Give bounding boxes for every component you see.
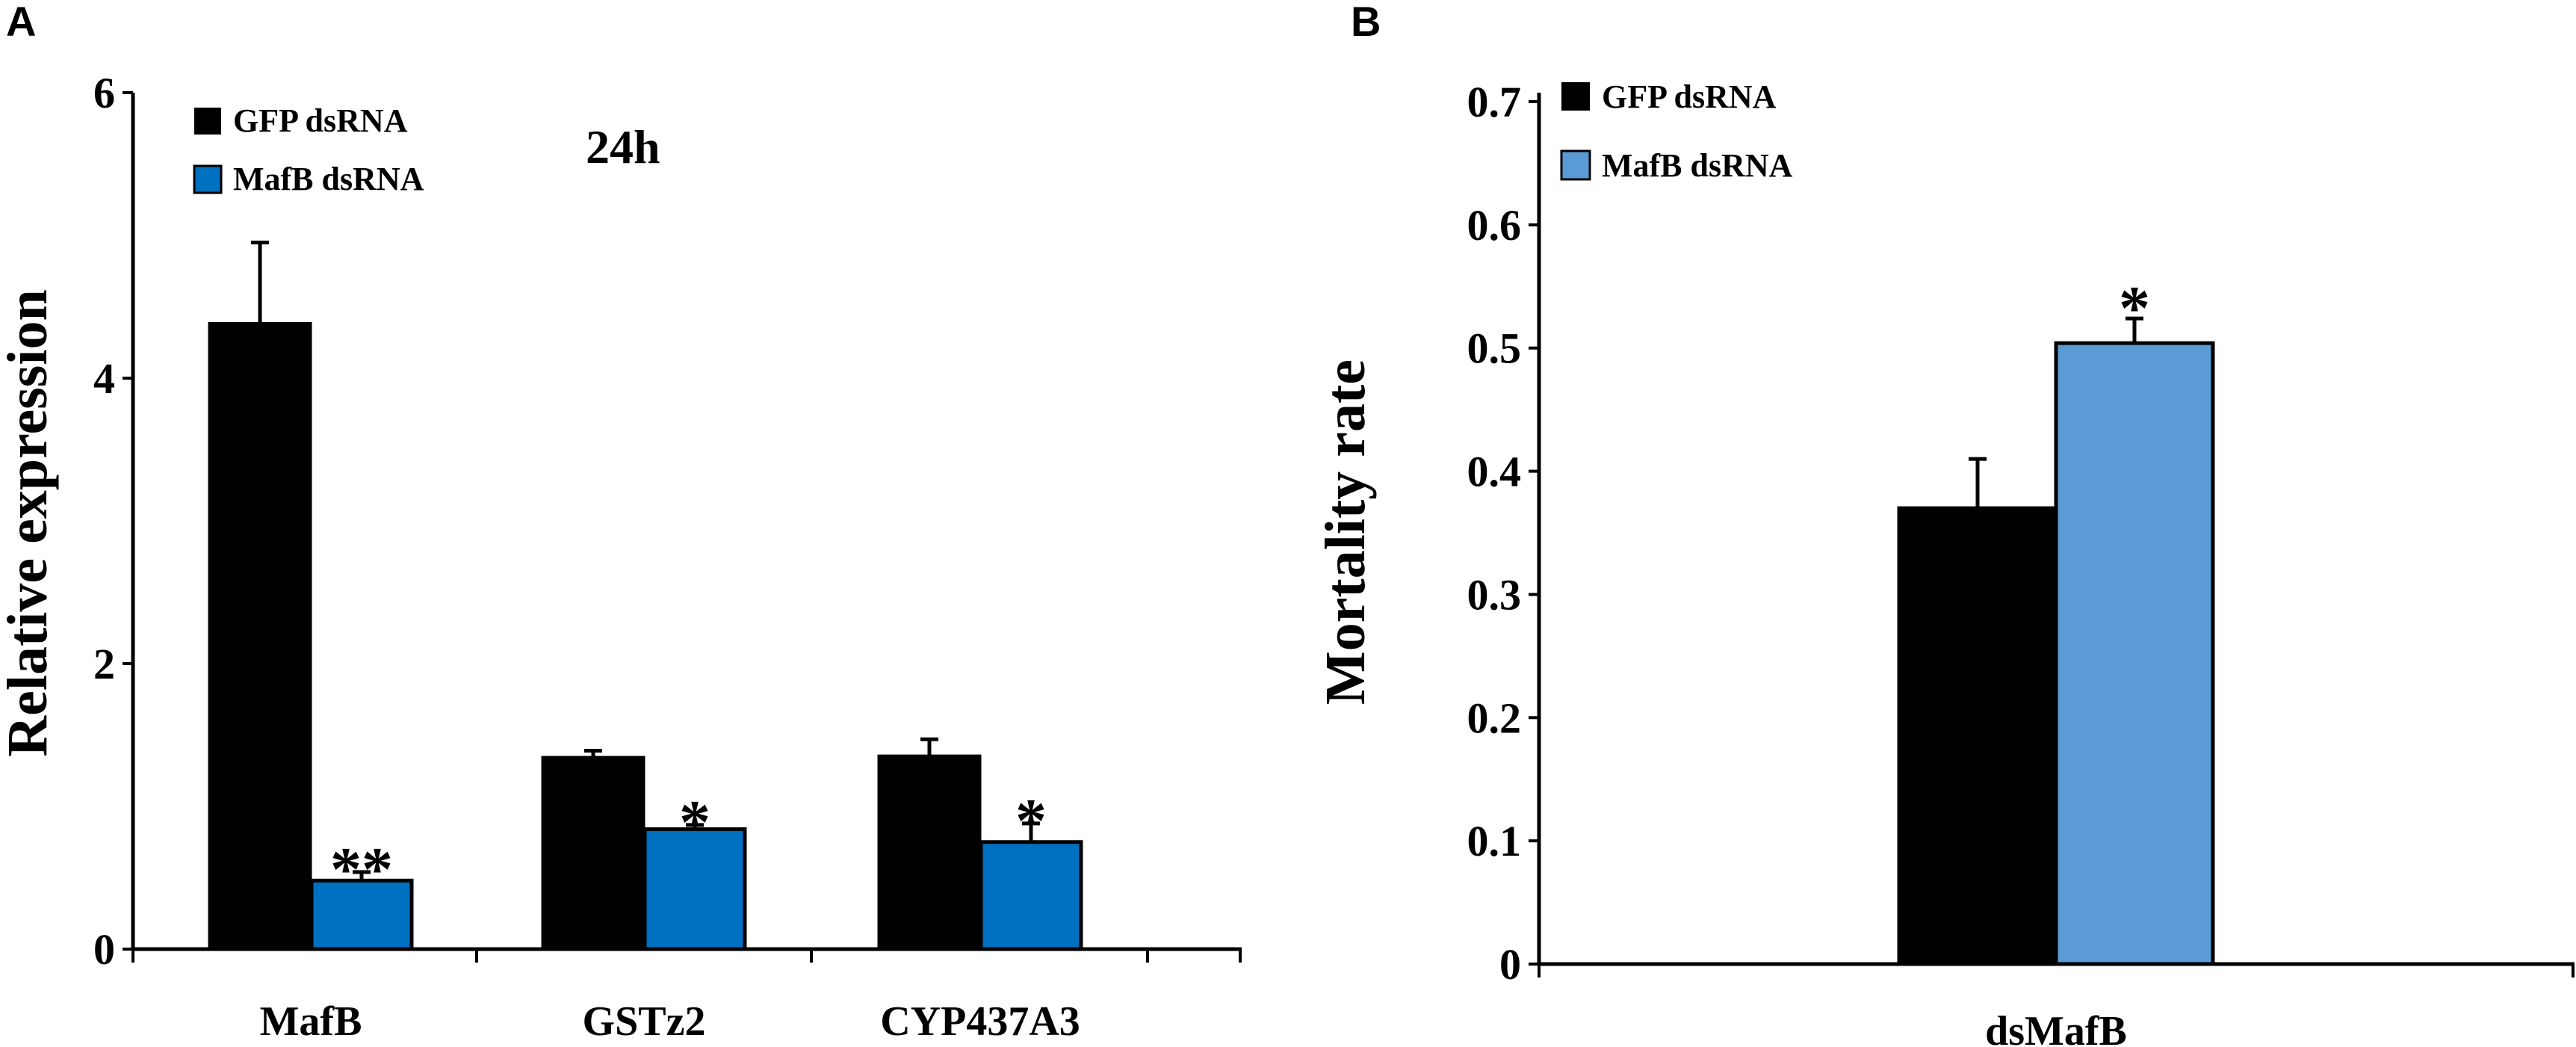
chart-a-y-tick-label: 6 xyxy=(93,69,115,117)
chart-b-y-tick-label: 0.7 xyxy=(1467,78,1522,126)
chart-a-bar-mafb-gstz2 xyxy=(643,827,747,951)
chart-a-x-category-label: MafB xyxy=(260,998,362,1045)
chart-a-annotation-24h: 24h xyxy=(586,120,660,173)
chart-a: Relative expression 0 2 4 6 MafB GSTz2 CYP437… xyxy=(0,69,1242,1045)
chart-a-legend-label-mafb: MafB dsRNA xyxy=(233,161,424,197)
chart-a-y-axis-label: Relative expression xyxy=(0,289,59,757)
chart-a-significance-marker: * xyxy=(679,788,710,857)
chart-b-legend-label-mafb: MafB dsRNA xyxy=(1602,147,1793,184)
chart-b: Mortality rate 0 0.1 0.2 0.3 0.4 0.5 0.6 0.7 ds… xyxy=(1314,78,2575,1047)
chart-b-bar-mafb-dsmafb xyxy=(2054,341,2215,966)
chart-b-y-tick-label: 0.2 xyxy=(1467,694,1522,742)
chart-a-significance-marker: ** xyxy=(330,835,393,904)
chart-a-legend-swatch-gfp xyxy=(194,108,221,135)
chart-a-bar-gfp-mafb xyxy=(208,321,312,951)
chart-a-legend-label-gfp: GFP dsRNA xyxy=(233,102,408,139)
chart-b-legend-label-gfp: GFP dsRNA xyxy=(1602,78,1777,115)
chart-b-y-tick-label: 0.1 xyxy=(1467,817,1522,865)
chart-a-y-tick-label: 0 xyxy=(93,925,115,974)
panel-b-letter: B xyxy=(1351,0,1381,45)
chart-b-y-tick-label: 0.4 xyxy=(1467,448,1522,496)
chart-a-bar-mafb-mafb xyxy=(309,878,414,951)
panel-a-letter: A xyxy=(6,0,36,45)
chart-a-x-category-label: CYP437A3 xyxy=(880,998,1080,1045)
chart-a-bar-mafb-cyp437a3 xyxy=(979,840,1083,951)
chart-a-x-category-label: GSTz2 xyxy=(583,998,706,1045)
chart-b-x-category-label: dsMafB xyxy=(1985,1008,2127,1047)
chart-b-y-tick-label: 0.3 xyxy=(1467,570,1522,619)
chart-b-y-tick-label: 0.5 xyxy=(1467,324,1522,373)
chart-b-legend-swatch-mafb xyxy=(1560,149,1591,181)
chart-a-legend-swatch-mafb xyxy=(193,164,223,194)
chart-a-bar-gfp-gstz2 xyxy=(541,756,645,951)
chart-b-bar-gfp-dsmafb xyxy=(1897,506,2058,966)
chart-b-y-tick-label: 0.6 xyxy=(1467,201,1522,250)
chart-b-significance-marker: * xyxy=(2119,274,2150,343)
chart-b-legend-swatch-gfp xyxy=(1561,82,1590,111)
chart-a-significance-marker: * xyxy=(1015,786,1047,856)
chart-a-y-tick-label: 4 xyxy=(93,354,115,403)
chart-b-y-tick-label: 0 xyxy=(1499,940,1521,989)
chart-a-bar-gfp-cyp437a3 xyxy=(877,754,982,951)
chart-b-y-axis-label: Mortality rate xyxy=(1314,359,1377,705)
chart-a-y-tick-label: 2 xyxy=(93,640,115,688)
